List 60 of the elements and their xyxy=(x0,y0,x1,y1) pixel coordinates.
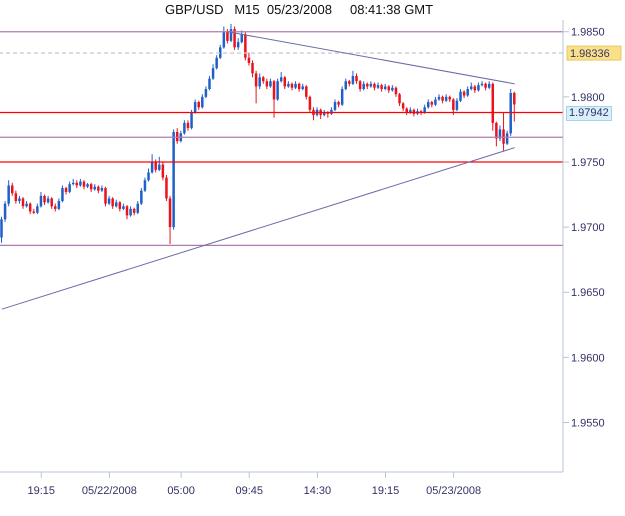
x-tick-label: 09:45 xyxy=(235,484,263,497)
x-tick-label: 05:00 xyxy=(167,484,195,497)
candlestick xyxy=(50,196,53,210)
candlestick xyxy=(236,38,240,50)
candlestick xyxy=(244,31,247,61)
candlestick xyxy=(352,70,354,86)
candlestick xyxy=(126,204,128,220)
candlestick xyxy=(108,195,110,206)
y-tick-label: 1.9600 xyxy=(571,352,605,364)
candlestick xyxy=(340,86,344,106)
candlestick xyxy=(456,98,458,112)
candlestick xyxy=(434,96,437,106)
candlestick xyxy=(154,158,157,173)
x-tick-label: 05/22/2008 xyxy=(82,484,137,497)
y-tick-label: 1.9550 xyxy=(571,417,605,430)
candlestick xyxy=(186,120,190,132)
candlestick xyxy=(118,200,122,212)
candlestick xyxy=(129,206,132,218)
y-tick-label: 1.9650 xyxy=(571,287,605,300)
x-tick-label: 14:30 xyxy=(304,484,332,497)
candlestick xyxy=(111,196,114,210)
y-tick-label: 1.9700 xyxy=(571,222,605,234)
candlestick xyxy=(240,30,244,44)
x-tick-label: 19:15 xyxy=(372,484,400,497)
candlestick xyxy=(158,156,161,172)
candlestick xyxy=(22,196,24,210)
candlestick xyxy=(394,86,398,98)
candlestick xyxy=(334,98,336,112)
candlestick xyxy=(90,182,92,192)
candlestick xyxy=(266,78,268,90)
candlestick xyxy=(272,79,276,118)
candlestick xyxy=(426,98,430,110)
candlestick xyxy=(298,82,300,92)
candlestick xyxy=(104,186,107,207)
candlestick xyxy=(28,202,32,215)
x-tick-label: 05/23/2008 xyxy=(426,484,482,497)
candlestick xyxy=(459,88,462,103)
chart-title: GBP/USD M15 05/23/2008 08:41:38 GMT xyxy=(165,2,434,17)
candlestick xyxy=(284,76,286,90)
y-tick-label: 1.9750 xyxy=(571,156,605,169)
candlestick xyxy=(269,78,272,88)
candlestick xyxy=(222,26,226,50)
candlestick xyxy=(466,86,469,98)
candlestick xyxy=(358,79,362,92)
candlestick xyxy=(477,82,480,92)
ref-line-label: 1.98336 xyxy=(570,48,610,60)
candlestick xyxy=(258,72,261,90)
candlestick xyxy=(197,100,200,110)
candlestick xyxy=(226,28,229,44)
candlestick xyxy=(513,91,516,122)
candlestick xyxy=(68,181,71,194)
candlestick xyxy=(43,194,46,206)
y-tick-label: 1.9800 xyxy=(571,92,605,104)
candlestick xyxy=(82,180,86,190)
x-tick-label: 19:15 xyxy=(27,484,56,497)
candlestick xyxy=(344,78,348,91)
text: 1.97942 xyxy=(566,106,612,121)
y-tick-label: 1.9850 xyxy=(571,26,605,39)
candlestick xyxy=(452,98,455,116)
candlestick xyxy=(362,80,365,91)
